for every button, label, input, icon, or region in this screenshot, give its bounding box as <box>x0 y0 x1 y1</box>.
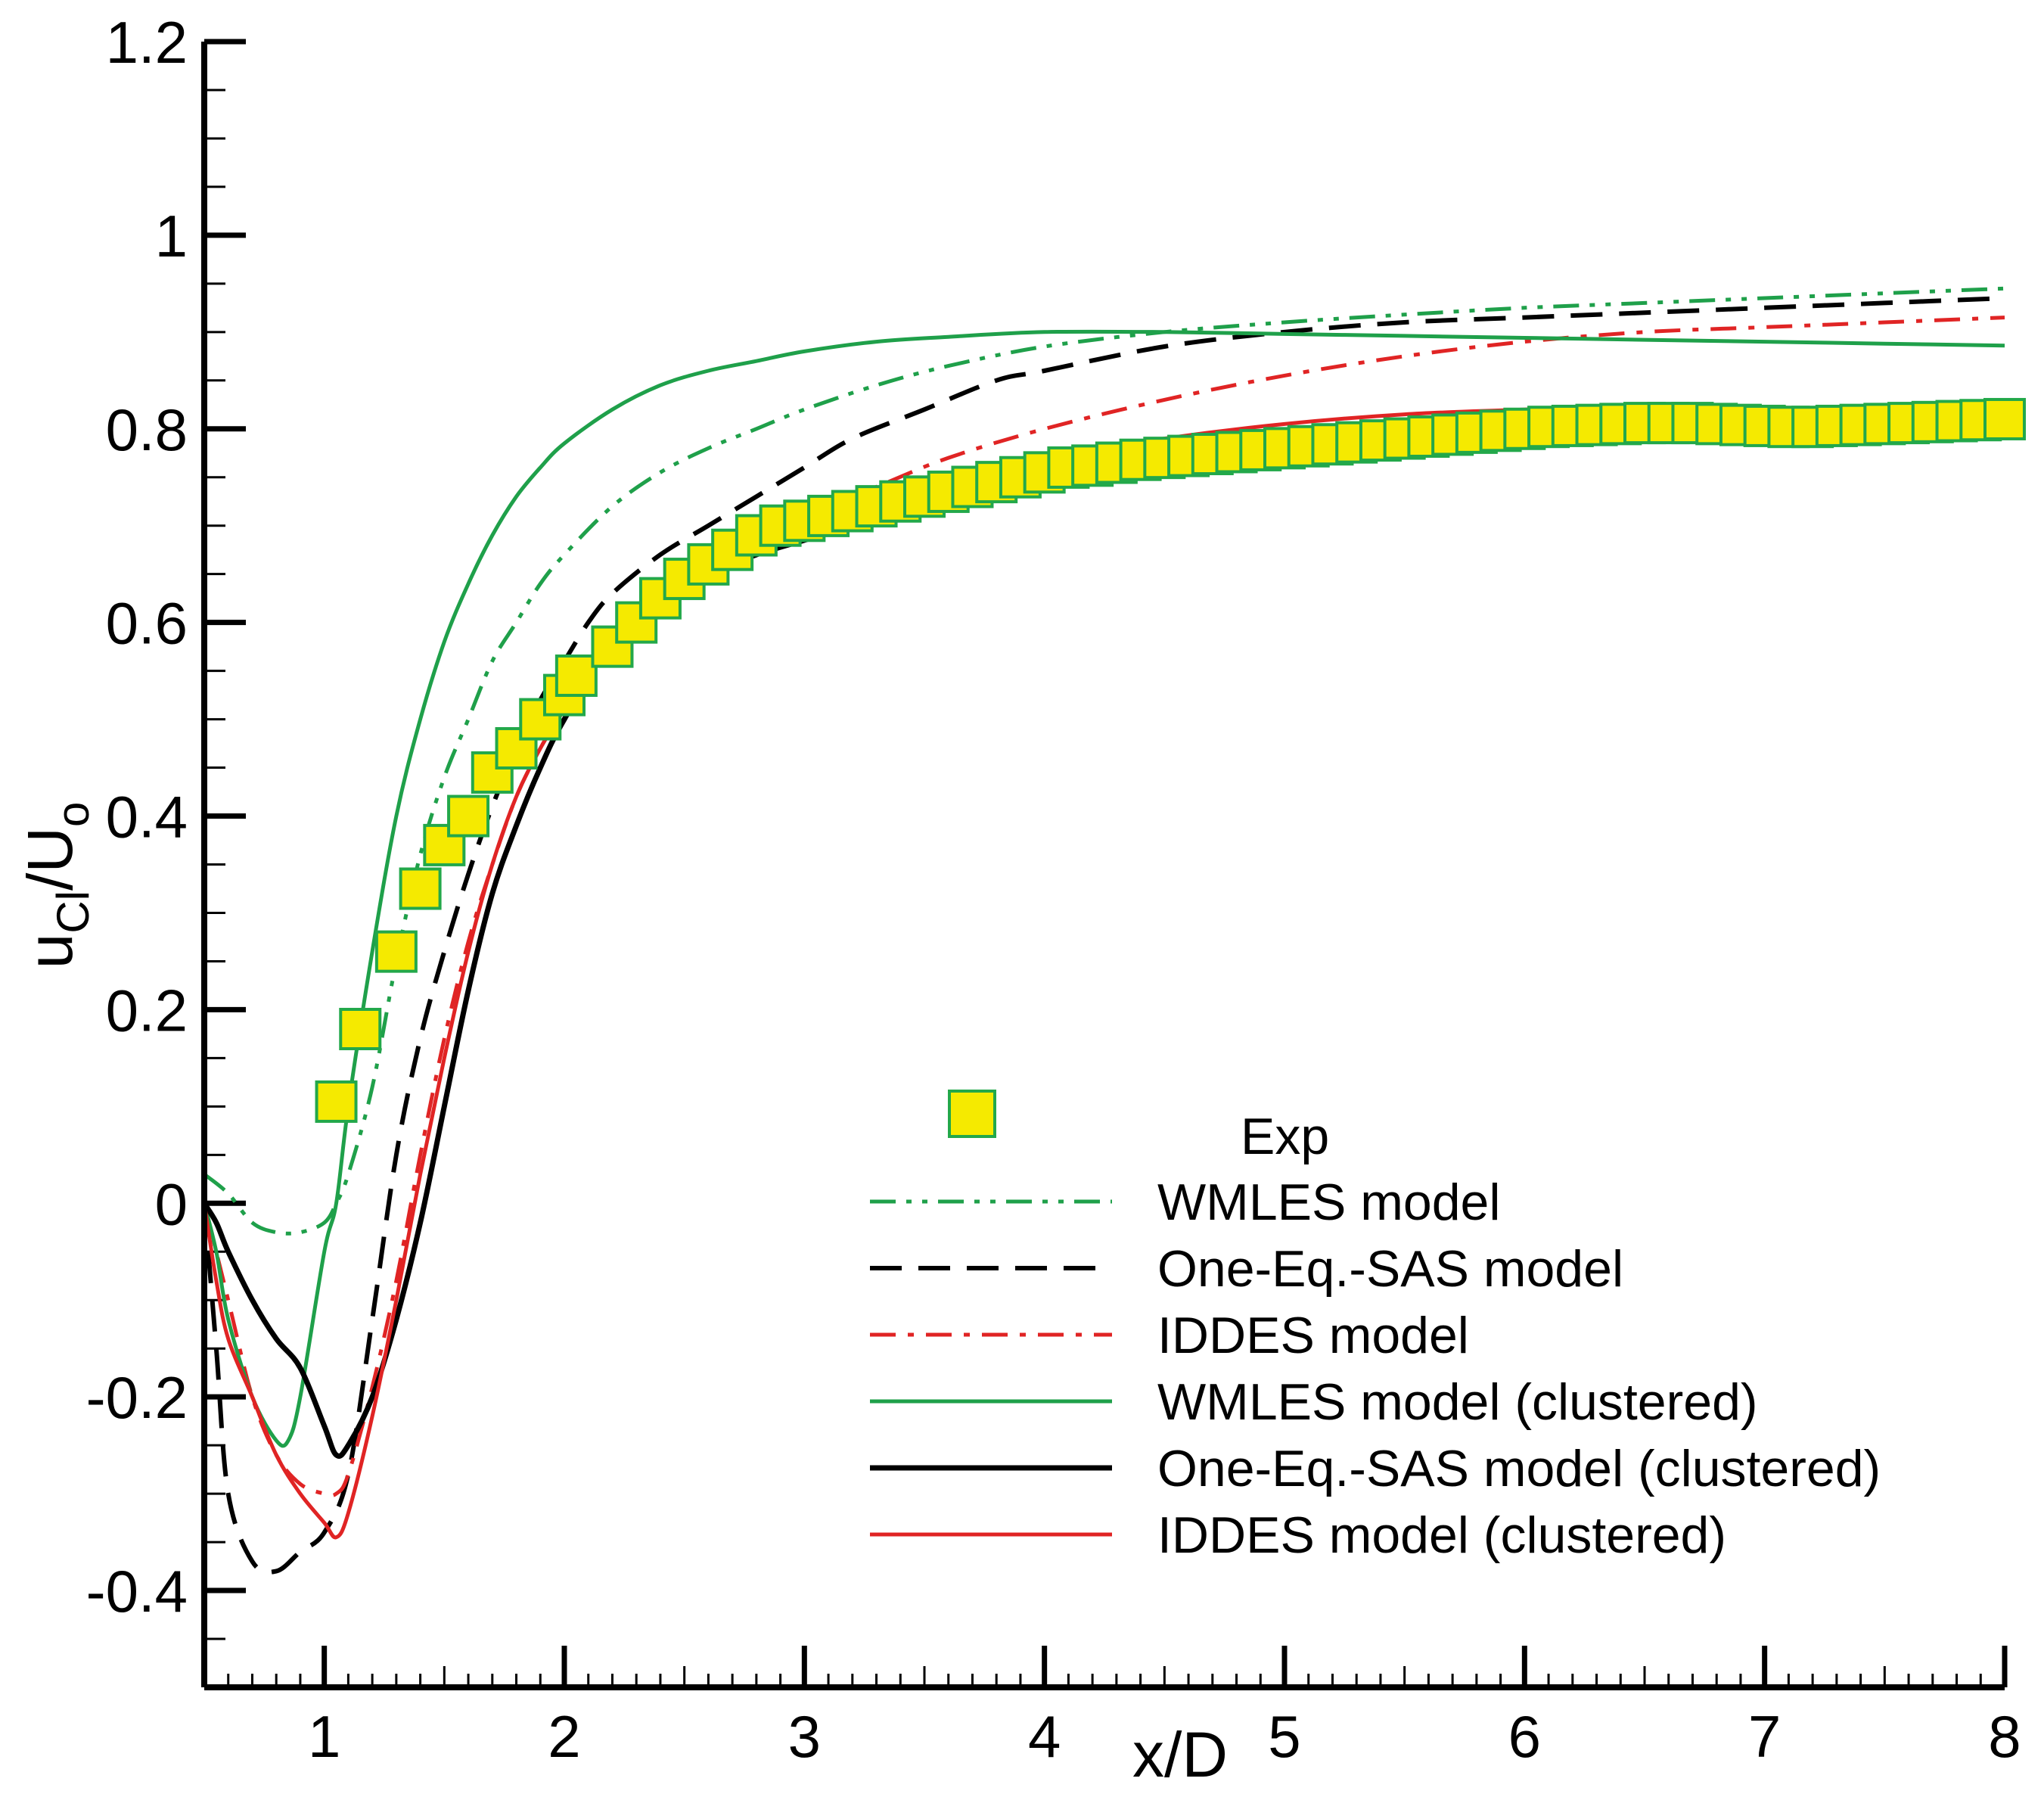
legend: Exp WMLES model One-Eq.-SAS model IDDES mod… <box>870 1090 1881 1564</box>
x-tick-label: 5 <box>1268 1703 1300 1770</box>
y-axis-title-sub1: Cl <box>48 891 98 934</box>
legend-label-exp: Exp <box>1241 1108 1329 1165</box>
exp-marker <box>471 751 514 794</box>
x-tick-label: 1 <box>308 1703 340 1770</box>
exp-marker <box>1983 397 2026 440</box>
y-tick-label: 0 <box>155 1171 188 1237</box>
x-tick-label: 3 <box>788 1703 821 1770</box>
series-line-1 <box>204 286 2005 1236</box>
y-tick-label: 0.6 <box>106 590 188 657</box>
y-axis-title-sub2: o <box>48 802 98 827</box>
x-axis-title: x/D <box>1132 1719 1228 1790</box>
exp-marker <box>554 654 598 698</box>
series-line-2 <box>204 296 2005 1575</box>
x-tick-label: 2 <box>548 1703 580 1770</box>
exp-marker <box>339 1008 382 1050</box>
legend-label-3: IDDES model <box>1157 1307 1469 1364</box>
exp-marker <box>374 930 418 973</box>
y-tick-label: 1 <box>155 203 188 269</box>
series-line-3 <box>204 316 2005 1498</box>
x-tick-label: 4 <box>1028 1703 1061 1770</box>
exp-marker <box>399 867 442 910</box>
y-tick-label: -0.2 <box>86 1364 188 1431</box>
y-tick-label: 1.2 <box>106 9 188 76</box>
axes <box>201 42 2005 1690</box>
series-line-4 <box>204 329 2005 1448</box>
exp-marker <box>447 794 490 838</box>
exp-marker <box>315 1080 358 1123</box>
y-tick-label: 0.2 <box>106 977 188 1043</box>
axis-ticks <box>203 39 2008 1689</box>
legend-label-4: WMLES model (clustered) <box>1157 1373 1758 1431</box>
svg-text:uCl/Uo: uCl/Uo <box>14 802 98 969</box>
exp-marker <box>423 823 466 866</box>
legend-label-2: One-Eq.-SAS model <box>1157 1240 1623 1298</box>
y-tick-label: -0.4 <box>86 1558 188 1625</box>
y-tick-label: 0.4 <box>106 784 188 850</box>
x-tick-label: 7 <box>1748 1703 1781 1770</box>
x-tick-label: 6 <box>1508 1703 1541 1770</box>
legend-label-6: IDDES model (clustered) <box>1157 1506 1726 1564</box>
legend-label-5: One-Eq.-SAS model (clustered) <box>1157 1440 1881 1497</box>
y-axis-title-mid: /U <box>14 827 85 891</box>
y-axis-title-main: u <box>14 934 85 969</box>
experimental-markers <box>315 397 2026 1123</box>
y-axis-title: uCl/Uo <box>14 802 98 969</box>
legend-label-1: WMLES model <box>1157 1174 1500 1231</box>
tick-labels: -0.4 -0.2 0 0.2 0.4 0.6 0.8 1 1.2 1 2 3 4 5 6 7 8 <box>86 9 2021 1770</box>
legend-exp-marker <box>948 1090 996 1138</box>
x-tick-label: 8 <box>1988 1703 2021 1770</box>
y-tick-label: 0.8 <box>106 396 188 463</box>
